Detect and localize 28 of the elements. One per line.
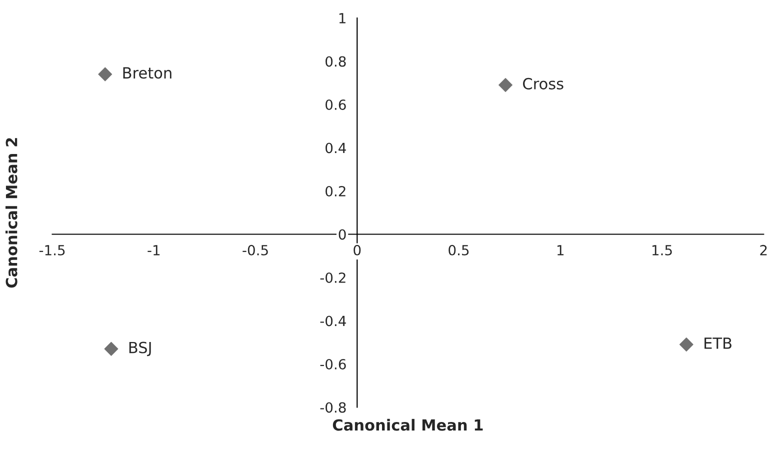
point (679, 338, 694, 352)
point (98, 67, 112, 82)
annotation: Breton (123, 67, 172, 79)
annotation: BSJ (129, 342, 151, 356)
y-tick-label: 0.4 (326, 142, 346, 154)
annotation: ETB (704, 338, 732, 349)
y-tick-label: 0.2 (326, 186, 346, 196)
x-tick-label: -0.5 (242, 244, 268, 256)
x-tick-label: 0.5 (448, 244, 469, 256)
y-tick-label: 0 (338, 229, 346, 240)
y-tick-label: 1 (339, 13, 346, 24)
y-tick-label: 0.6 (326, 99, 346, 110)
x-tick-label: 0 (354, 244, 361, 256)
y-tick-label: -0.8 (320, 402, 346, 413)
x-tick-label: 1 (557, 245, 564, 256)
point (104, 342, 118, 356)
annotation: Cross (523, 78, 564, 90)
y-tick-label: 0.8 (326, 56, 346, 67)
x-tick-label: -1 (148, 245, 160, 256)
point (498, 78, 512, 92)
x-tick-label: -1.5 (39, 245, 65, 256)
x-tick-label: 1.5 (652, 245, 672, 256)
y-axis-title: Canonical Mean 2 (5, 138, 18, 288)
y-tick-label: -0.2 (320, 272, 346, 283)
y-tick-label: -0.4 (320, 316, 346, 326)
y-tick-label: -0.6 (320, 358, 346, 370)
x-axis-title: Canonical Mean 1 (332, 418, 483, 431)
x-tick-label: 2 (760, 244, 767, 256)
